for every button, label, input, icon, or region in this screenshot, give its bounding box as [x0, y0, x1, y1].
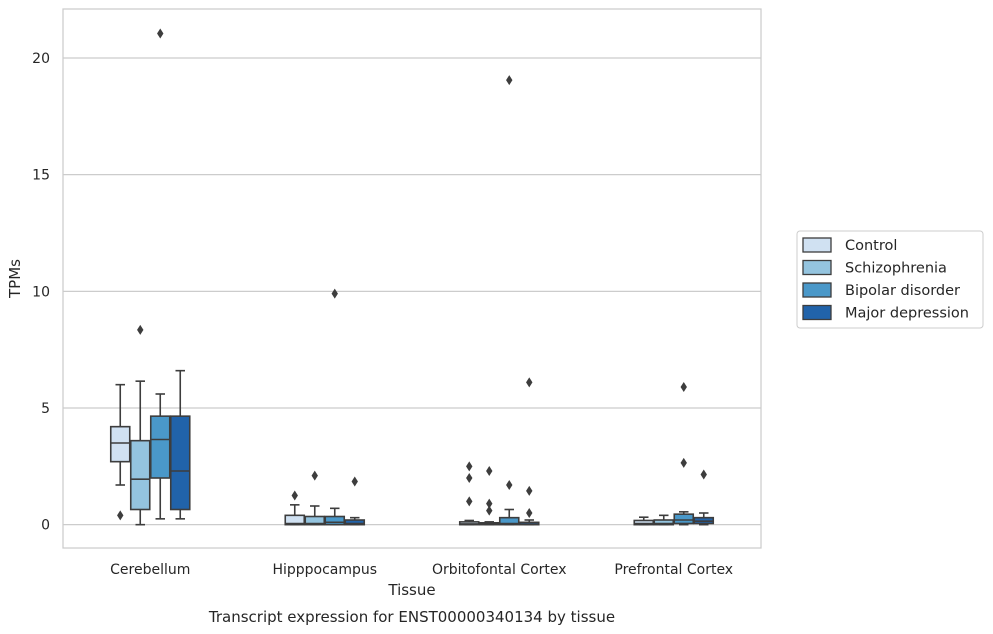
- legend-label: Bipolar disorder: [845, 283, 960, 299]
- legend-item: Bipolar disorder: [802, 282, 960, 299]
- outlier-point: [466, 473, 473, 483]
- box-major-depression: [693, 469, 715, 526]
- box-schizophrenia: [653, 514, 675, 526]
- box-schizophrenia: [478, 466, 500, 526]
- box-control: [458, 461, 480, 526]
- outlier-point: [680, 382, 687, 392]
- box-iqr: [324, 515, 346, 526]
- box-iqr: [284, 514, 306, 526]
- y-tick-label: 10: [32, 284, 50, 300]
- box-iqr: [633, 519, 655, 526]
- box-iqr: [129, 439, 151, 511]
- outlier-point: [486, 505, 493, 516]
- chart-caption: Transcript expression for ENST0000034013…: [208, 608, 615, 626]
- outlier-point: [486, 498, 493, 509]
- outlier-point: [291, 490, 298, 501]
- outlier-point: [486, 466, 493, 476]
- x-tick-label: Hipppocampus: [272, 562, 377, 578]
- x-tick-label: Prefrontal Cortex: [614, 562, 733, 578]
- y-tick-label: 20: [32, 51, 50, 67]
- outlier-point: [680, 457, 687, 468]
- legend-swatch: [802, 259, 832, 276]
- outlier-point: [506, 75, 513, 86]
- outlier-point: [331, 288, 338, 299]
- plot-area: [109, 28, 715, 526]
- outlier-point: [351, 476, 358, 487]
- outlier-point: [526, 377, 533, 388]
- box-bipolar-disorder: [673, 382, 695, 526]
- legend-swatch: [802, 237, 832, 253]
- outlier-point: [117, 510, 124, 521]
- box-major-depression: [518, 377, 540, 526]
- y-tick-labels: 0 5 10 15 20: [32, 51, 50, 534]
- outlier-point: [506, 480, 513, 490]
- legend: Control Schizophrenia Bipolar disorder Majo…: [796, 230, 984, 329]
- axes-frame: [62, 8, 762, 549]
- x-tick-label: Cerebellum: [110, 562, 190, 578]
- legend-item: Control: [802, 237, 897, 254]
- outlier-point: [700, 469, 707, 480]
- box-schizophrenia: [129, 324, 151, 526]
- legend-item: Schizophrenia: [802, 259, 947, 277]
- legend-label: Schizophrenia: [845, 261, 947, 277]
- legend-swatch: [802, 282, 832, 298]
- box-iqr: [304, 515, 326, 526]
- box-iqr: [344, 519, 366, 526]
- outlier-point: [466, 496, 473, 507]
- y-tick-label: 15: [32, 168, 50, 184]
- legend-item: Major depression: [802, 304, 969, 322]
- outlier-point: [137, 324, 144, 335]
- box-bipolar-disorder: [498, 75, 520, 526]
- outlier-point: [157, 28, 164, 39]
- box-iqr: [149, 415, 171, 479]
- box-iqr: [498, 516, 520, 526]
- y-tick-label: 5: [41, 401, 50, 417]
- x-tick-labels: Cerebellum Hipppocampus Orbitofontal Corte…: [110, 562, 733, 578]
- box-schizophrenia: [304, 470, 326, 526]
- box-control: [633, 516, 655, 526]
- outlier-point: [526, 508, 533, 518]
- box-bipolar-disorder: [324, 288, 346, 526]
- outlier-point: [311, 470, 318, 481]
- y-axis-label: TPMs: [6, 259, 24, 299]
- box-iqr: [673, 513, 695, 525]
- box-iqr: [169, 415, 191, 511]
- box-control: [284, 490, 306, 526]
- outlier-point: [526, 485, 533, 496]
- box-iqr: [653, 519, 675, 526]
- legend-swatch: [802, 304, 832, 321]
- x-tick-label: Orbitofontal Cortex: [432, 562, 567, 578]
- box-control: [109, 383, 131, 521]
- box-major-depression: [169, 369, 191, 520]
- x-axis-label: Tissue: [387, 581, 435, 599]
- outlier-point: [466, 461, 473, 472]
- legend-label: Major depression: [845, 306, 969, 322]
- box-bipolar-disorder: [149, 28, 171, 520]
- box-iqr: [109, 425, 131, 463]
- legend-label: Control: [845, 238, 897, 254]
- box-major-depression: [344, 476, 366, 526]
- legend-frame: [796, 230, 984, 329]
- y-tick-label: 0: [41, 518, 50, 534]
